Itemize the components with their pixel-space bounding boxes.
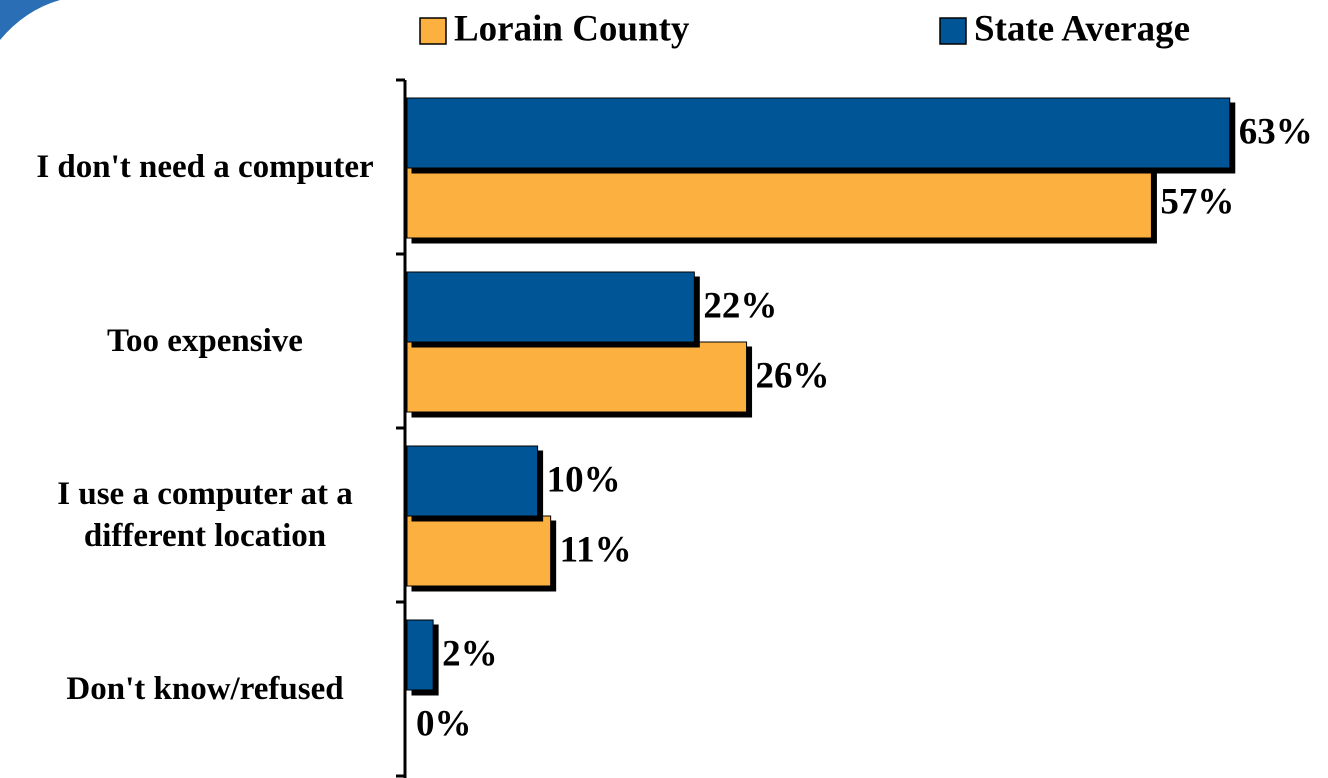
value-label: 63%: [1239, 111, 1313, 152]
value-label: 10%: [547, 459, 621, 500]
bar: [406, 515, 552, 587]
corner-decoration: [0, 0, 60, 40]
category-label: Don't know/refused: [66, 671, 344, 707]
category-label: I use a computer at a different location: [57, 476, 353, 554]
category-label: I don't need a computer: [36, 149, 374, 185]
value-label: 0%: [416, 703, 472, 744]
value-label: 11%: [560, 529, 632, 570]
value-label: 2%: [442, 633, 498, 674]
bar: [406, 445, 539, 517]
bar: [406, 619, 434, 691]
bar: [406, 97, 1231, 169]
legend-label: Lorain County: [454, 8, 690, 49]
bar: [406, 167, 1152, 239]
bar: [406, 271, 695, 343]
legend-swatch: [939, 17, 967, 45]
legend-swatch: [419, 17, 447, 45]
value-label: 22%: [703, 285, 777, 326]
value-label: 26%: [756, 355, 830, 396]
value-label: 57%: [1160, 181, 1234, 222]
category-label: Too expensive: [107, 323, 303, 359]
bar: [406, 341, 748, 413]
legend-label: State Average: [974, 8, 1190, 49]
